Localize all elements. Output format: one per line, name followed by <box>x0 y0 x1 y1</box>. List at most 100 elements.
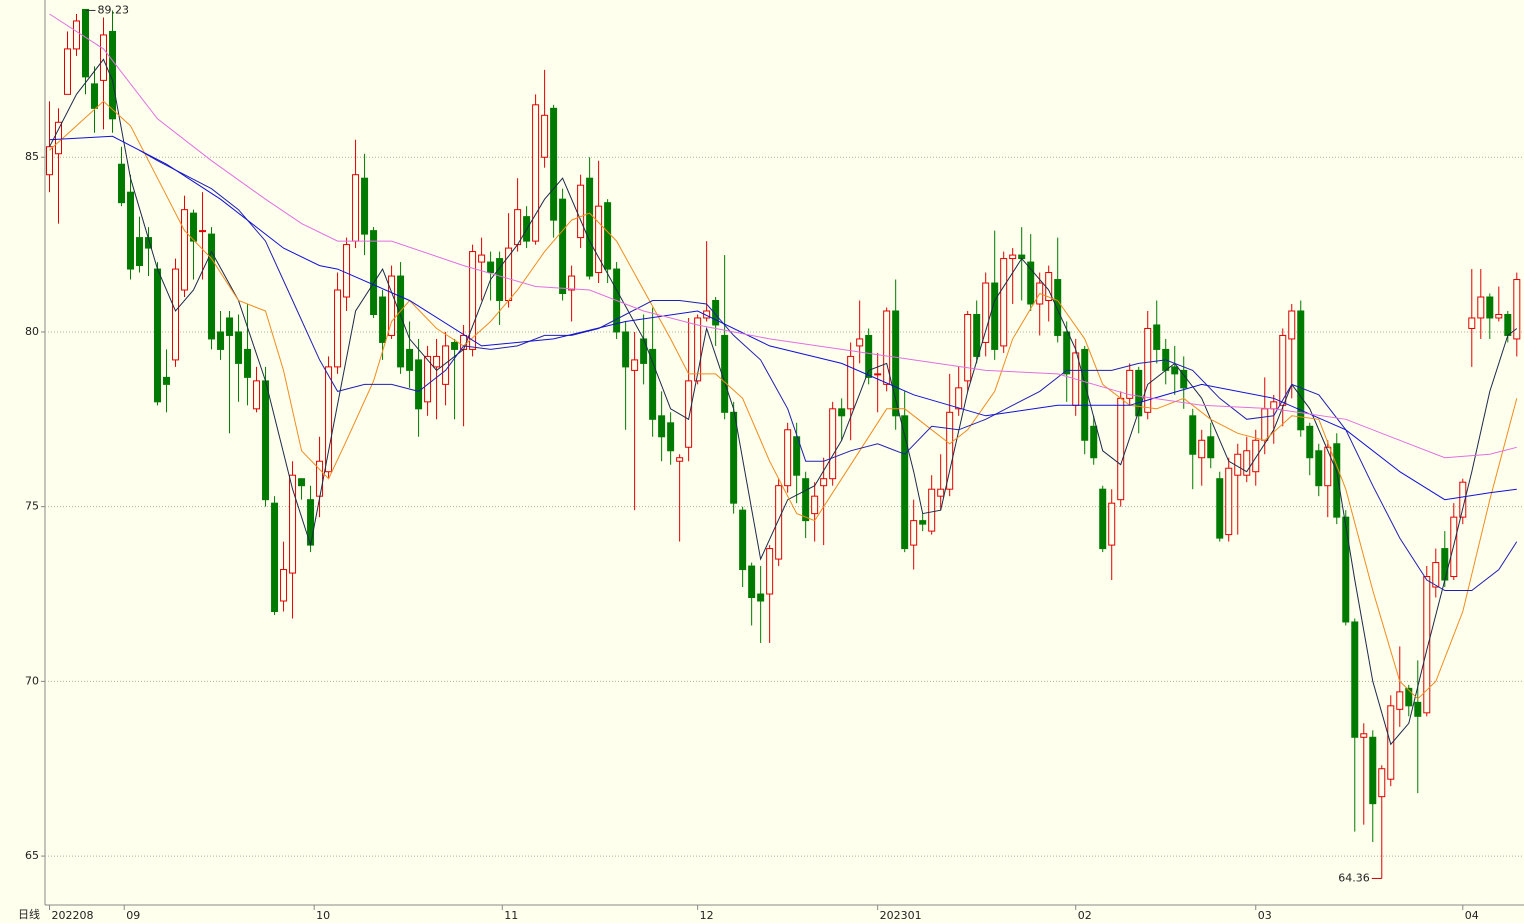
candle-body <box>1351 621 1359 738</box>
candle-body <box>649 348 657 420</box>
candle-body <box>901 415 909 550</box>
max-label: 89.23 <box>98 3 129 16</box>
candle-body <box>1378 768 1386 798</box>
candle-body <box>1486 296 1494 319</box>
candle-body <box>1423 576 1431 714</box>
candle-body <box>82 8 90 78</box>
candle-body <box>856 338 864 347</box>
candle-body <box>730 411 738 504</box>
candle-body <box>325 366 333 473</box>
candle-body <box>1054 279 1062 336</box>
candle-body <box>496 258 504 302</box>
candle-body <box>793 436 801 476</box>
candle-body <box>433 355 441 368</box>
x-tick-label: 202301 <box>880 909 922 922</box>
candle-body <box>1081 348 1089 441</box>
candle-body <box>892 310 900 417</box>
candle-body <box>1135 369 1143 417</box>
candle-body <box>1504 313 1512 336</box>
ma-line <box>139 149 1518 591</box>
candle-body <box>424 355 432 403</box>
candle-body <box>1405 687 1413 707</box>
candle-body <box>127 191 135 270</box>
candle-body <box>262 380 270 501</box>
candle-body <box>1396 691 1404 710</box>
x-tick-label: 10 <box>316 909 330 922</box>
candle-body <box>757 593 765 602</box>
candle-body <box>1414 701 1422 717</box>
candle-body <box>154 268 162 403</box>
candle-body <box>1513 279 1521 340</box>
candle-body <box>1477 296 1485 319</box>
candle-body <box>1207 436 1215 459</box>
candle-body <box>172 268 180 361</box>
candle-body <box>1432 562 1440 588</box>
ma-line <box>49 58 1518 746</box>
candle-body <box>370 230 378 315</box>
candle-body <box>451 341 459 350</box>
candle-body <box>919 520 927 525</box>
candle-body <box>1495 313 1503 319</box>
candle-body <box>91 83 99 109</box>
candle-body <box>865 334 873 378</box>
candle-body <box>415 359 423 410</box>
candle-body <box>1108 502 1116 546</box>
candle-body <box>604 202 612 270</box>
candle-body <box>946 411 954 490</box>
candle-body <box>883 310 891 385</box>
ma-line <box>49 135 1517 501</box>
candle-body <box>784 429 792 487</box>
candle-body <box>1090 425 1098 459</box>
min-label: 64.36 <box>1338 871 1370 884</box>
candle-body <box>1153 324 1161 350</box>
candle-body <box>1099 488 1107 550</box>
candle-body <box>1171 366 1179 375</box>
ma-line <box>49 100 1518 700</box>
candle-body <box>226 317 234 336</box>
candle-body <box>163 376 171 385</box>
candle-body <box>199 230 207 233</box>
candle-body <box>352 174 360 242</box>
candle-body <box>577 184 585 239</box>
candle-body <box>514 209 522 246</box>
candle-body <box>217 331 225 350</box>
candle-body <box>235 331 243 364</box>
candle-body <box>1315 450 1323 487</box>
candle-body <box>1333 443 1341 518</box>
candle-body <box>820 478 828 487</box>
candle-body <box>1270 401 1278 410</box>
y-tick-label: 65 <box>25 849 39 862</box>
candle-body <box>460 334 468 350</box>
candle-body <box>568 275 576 291</box>
candle-body <box>1252 439 1260 473</box>
candle-body <box>190 212 198 242</box>
candle-body <box>910 520 918 546</box>
candle-body <box>118 163 126 204</box>
candle-body <box>55 121 63 155</box>
candle-body <box>1009 254 1017 260</box>
candle-body <box>964 313 972 382</box>
candle-body <box>676 457 684 462</box>
candle-body <box>208 233 216 340</box>
candle-body <box>838 408 846 417</box>
candle-body <box>1468 317 1476 329</box>
candle-body <box>1144 327 1152 413</box>
candle-body <box>541 114 549 158</box>
candle-body <box>847 355 855 410</box>
candle-body <box>109 30 117 120</box>
candle-body <box>586 177 594 277</box>
y-tick-label: 85 <box>25 150 39 163</box>
candle-body <box>748 565 756 599</box>
candle-body <box>1342 516 1350 623</box>
candle-body <box>280 569 288 602</box>
candle-body <box>253 380 261 410</box>
candle-body <box>244 348 252 378</box>
candle-body <box>289 474 297 574</box>
candle-body <box>1117 397 1125 501</box>
candle-body <box>271 502 279 612</box>
candle-body <box>811 495 819 515</box>
candle-body <box>1279 334 1287 406</box>
candle-body <box>487 261 495 274</box>
candle-body <box>1459 481 1467 518</box>
